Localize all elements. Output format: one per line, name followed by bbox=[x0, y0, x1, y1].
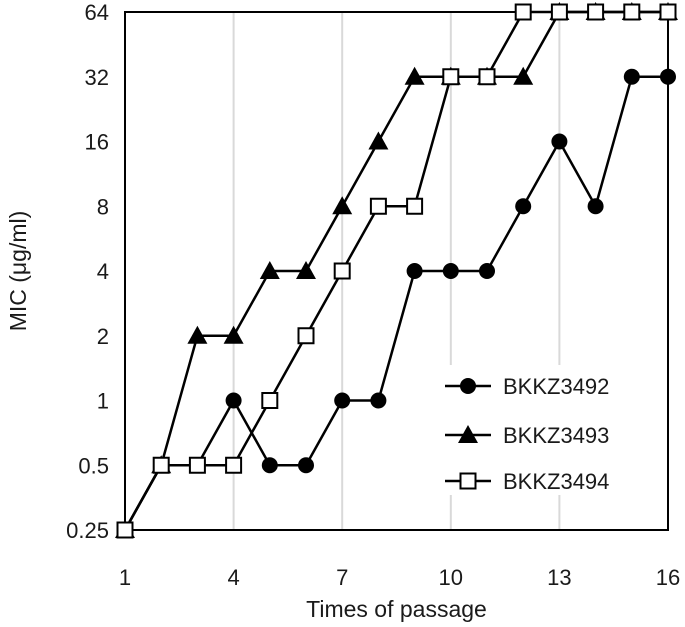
data-point bbox=[369, 197, 387, 215]
data-point bbox=[332, 196, 353, 215]
legend-marker bbox=[460, 378, 476, 394]
x-tick-label: 13 bbox=[547, 565, 571, 590]
legend-label: BKKZ3494 bbox=[503, 469, 609, 494]
data-point bbox=[660, 68, 676, 85]
x-tick-label: 1 bbox=[119, 565, 131, 590]
y-tick-label: 32 bbox=[85, 65, 109, 90]
y-axis-title: MIC (μg/ml) bbox=[5, 211, 31, 332]
data-point bbox=[223, 325, 244, 344]
y-tick-label: 0.5 bbox=[78, 453, 109, 478]
data-point bbox=[225, 392, 242, 409]
x-tick-label: 10 bbox=[439, 565, 463, 590]
data-point bbox=[404, 66, 425, 85]
legend-label: BKKZ3493 bbox=[503, 423, 609, 448]
legend: BKKZ3492 BKKZ3493 BKKZ3494 bbox=[435, 365, 660, 495]
data-point bbox=[259, 261, 280, 279]
data-point bbox=[550, 3, 568, 21]
data-point bbox=[370, 392, 387, 409]
data-point bbox=[659, 3, 677, 21]
x-tick-label: 4 bbox=[227, 565, 239, 590]
data-point bbox=[334, 392, 351, 409]
series-layer bbox=[115, 2, 678, 539]
data-point bbox=[623, 68, 640, 85]
data-point bbox=[261, 392, 279, 409]
data-point bbox=[513, 66, 534, 85]
data-point bbox=[406, 263, 423, 279]
series-line bbox=[123, 75, 668, 531]
series-line bbox=[123, 10, 668, 531]
y-tick-label: 8 bbox=[97, 194, 109, 219]
x-tick-label: 7 bbox=[336, 565, 348, 590]
data-point bbox=[551, 133, 568, 150]
data-point bbox=[406, 197, 424, 215]
legend-item: BKKZ3492 bbox=[445, 374, 609, 399]
data-point bbox=[623, 3, 641, 21]
data-point bbox=[442, 68, 460, 86]
data-point bbox=[116, 521, 134, 539]
data-point bbox=[298, 457, 314, 474]
plot-frame bbox=[124, 11, 669, 531]
legend-item: BKKZ3494 bbox=[445, 469, 609, 494]
series-BKKZ3494 bbox=[116, 3, 677, 539]
y-tick-label: 0.25 bbox=[66, 518, 109, 543]
data-point bbox=[442, 263, 459, 279]
y-tick-label: 64 bbox=[85, 0, 109, 25]
data-point bbox=[479, 263, 495, 279]
y-tick-label: 1 bbox=[97, 389, 109, 414]
data-point bbox=[225, 456, 243, 474]
data-point bbox=[188, 456, 206, 474]
y-tick-label: 16 bbox=[85, 130, 109, 155]
data-point bbox=[187, 325, 208, 344]
data-point bbox=[261, 457, 278, 474]
data-point bbox=[297, 327, 315, 345]
y-tick-label: 2 bbox=[97, 324, 109, 349]
data-point bbox=[333, 262, 351, 280]
y-tick-labels: 0.25 0.5 1 2 4 8 16 32 64 bbox=[66, 0, 109, 543]
y-tick-label: 4 bbox=[97, 259, 109, 284]
data-point bbox=[515, 198, 532, 215]
data-point bbox=[587, 3, 605, 21]
data-point bbox=[514, 3, 532, 21]
data-point bbox=[368, 131, 389, 150]
x-tick-labels: 1 4 7 10 13 16 bbox=[119, 565, 680, 590]
x-axis-title: Times of passage bbox=[306, 596, 487, 622]
data-point bbox=[587, 198, 604, 215]
legend-item: BKKZ3493 bbox=[445, 423, 609, 448]
x-tick-label: 16 bbox=[656, 565, 680, 590]
data-point bbox=[478, 68, 496, 86]
legend-marker bbox=[459, 472, 477, 490]
legend-label: BKKZ3492 bbox=[503, 374, 609, 399]
data-point bbox=[296, 261, 316, 279]
legend-marker bbox=[458, 425, 478, 443]
data-point bbox=[152, 456, 170, 474]
